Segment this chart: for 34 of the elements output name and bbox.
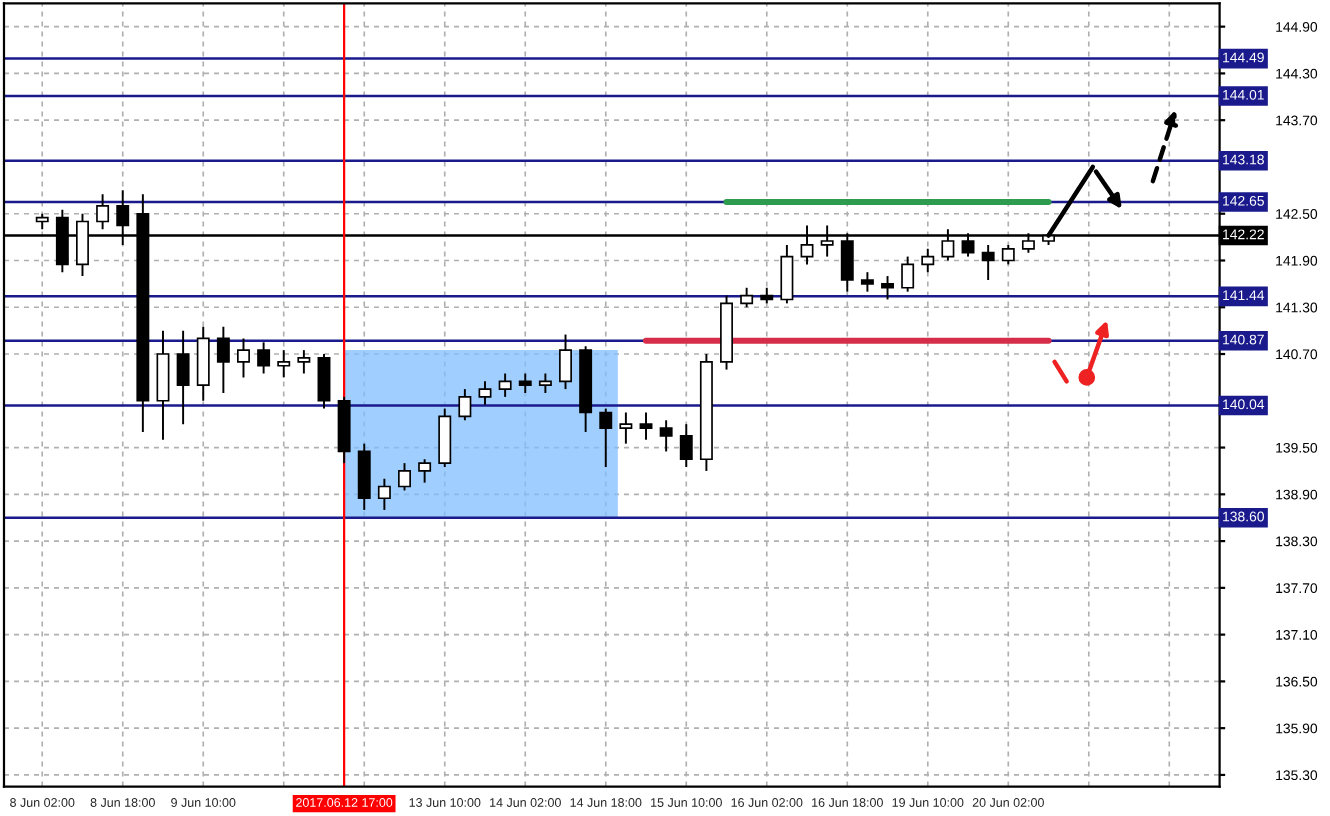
candlestick [881,275,894,301]
candlestick [277,349,291,379]
candlestick [599,407,613,469]
candlestick [559,333,572,391]
candlestick [257,341,271,375]
candlestick [901,255,915,293]
candlestick [659,419,673,453]
candlestick [619,411,633,445]
candlestick [679,423,693,469]
candlestick [317,353,331,410]
candlestick [639,411,653,441]
candlestick [156,329,170,441]
candlestick [96,193,110,231]
candlestick [518,372,532,394]
candlestick [176,329,190,426]
candlestick [237,337,250,379]
candlestick [357,442,371,511]
candlestick [196,325,210,402]
candlestick [921,247,935,274]
candlestick [216,325,230,394]
candlestick [981,243,995,281]
candlestick [780,243,794,305]
candlestick [458,388,472,422]
candlestick [377,477,391,511]
candlestick [1001,243,1015,266]
candlestick [498,372,512,398]
candlestick [538,372,552,394]
candlestick [860,271,874,293]
candlestick [740,286,754,309]
candlestick [438,407,452,469]
candlestick [418,458,432,484]
candlestick [398,462,411,492]
candlestick [297,349,311,375]
candlestick [478,380,492,406]
